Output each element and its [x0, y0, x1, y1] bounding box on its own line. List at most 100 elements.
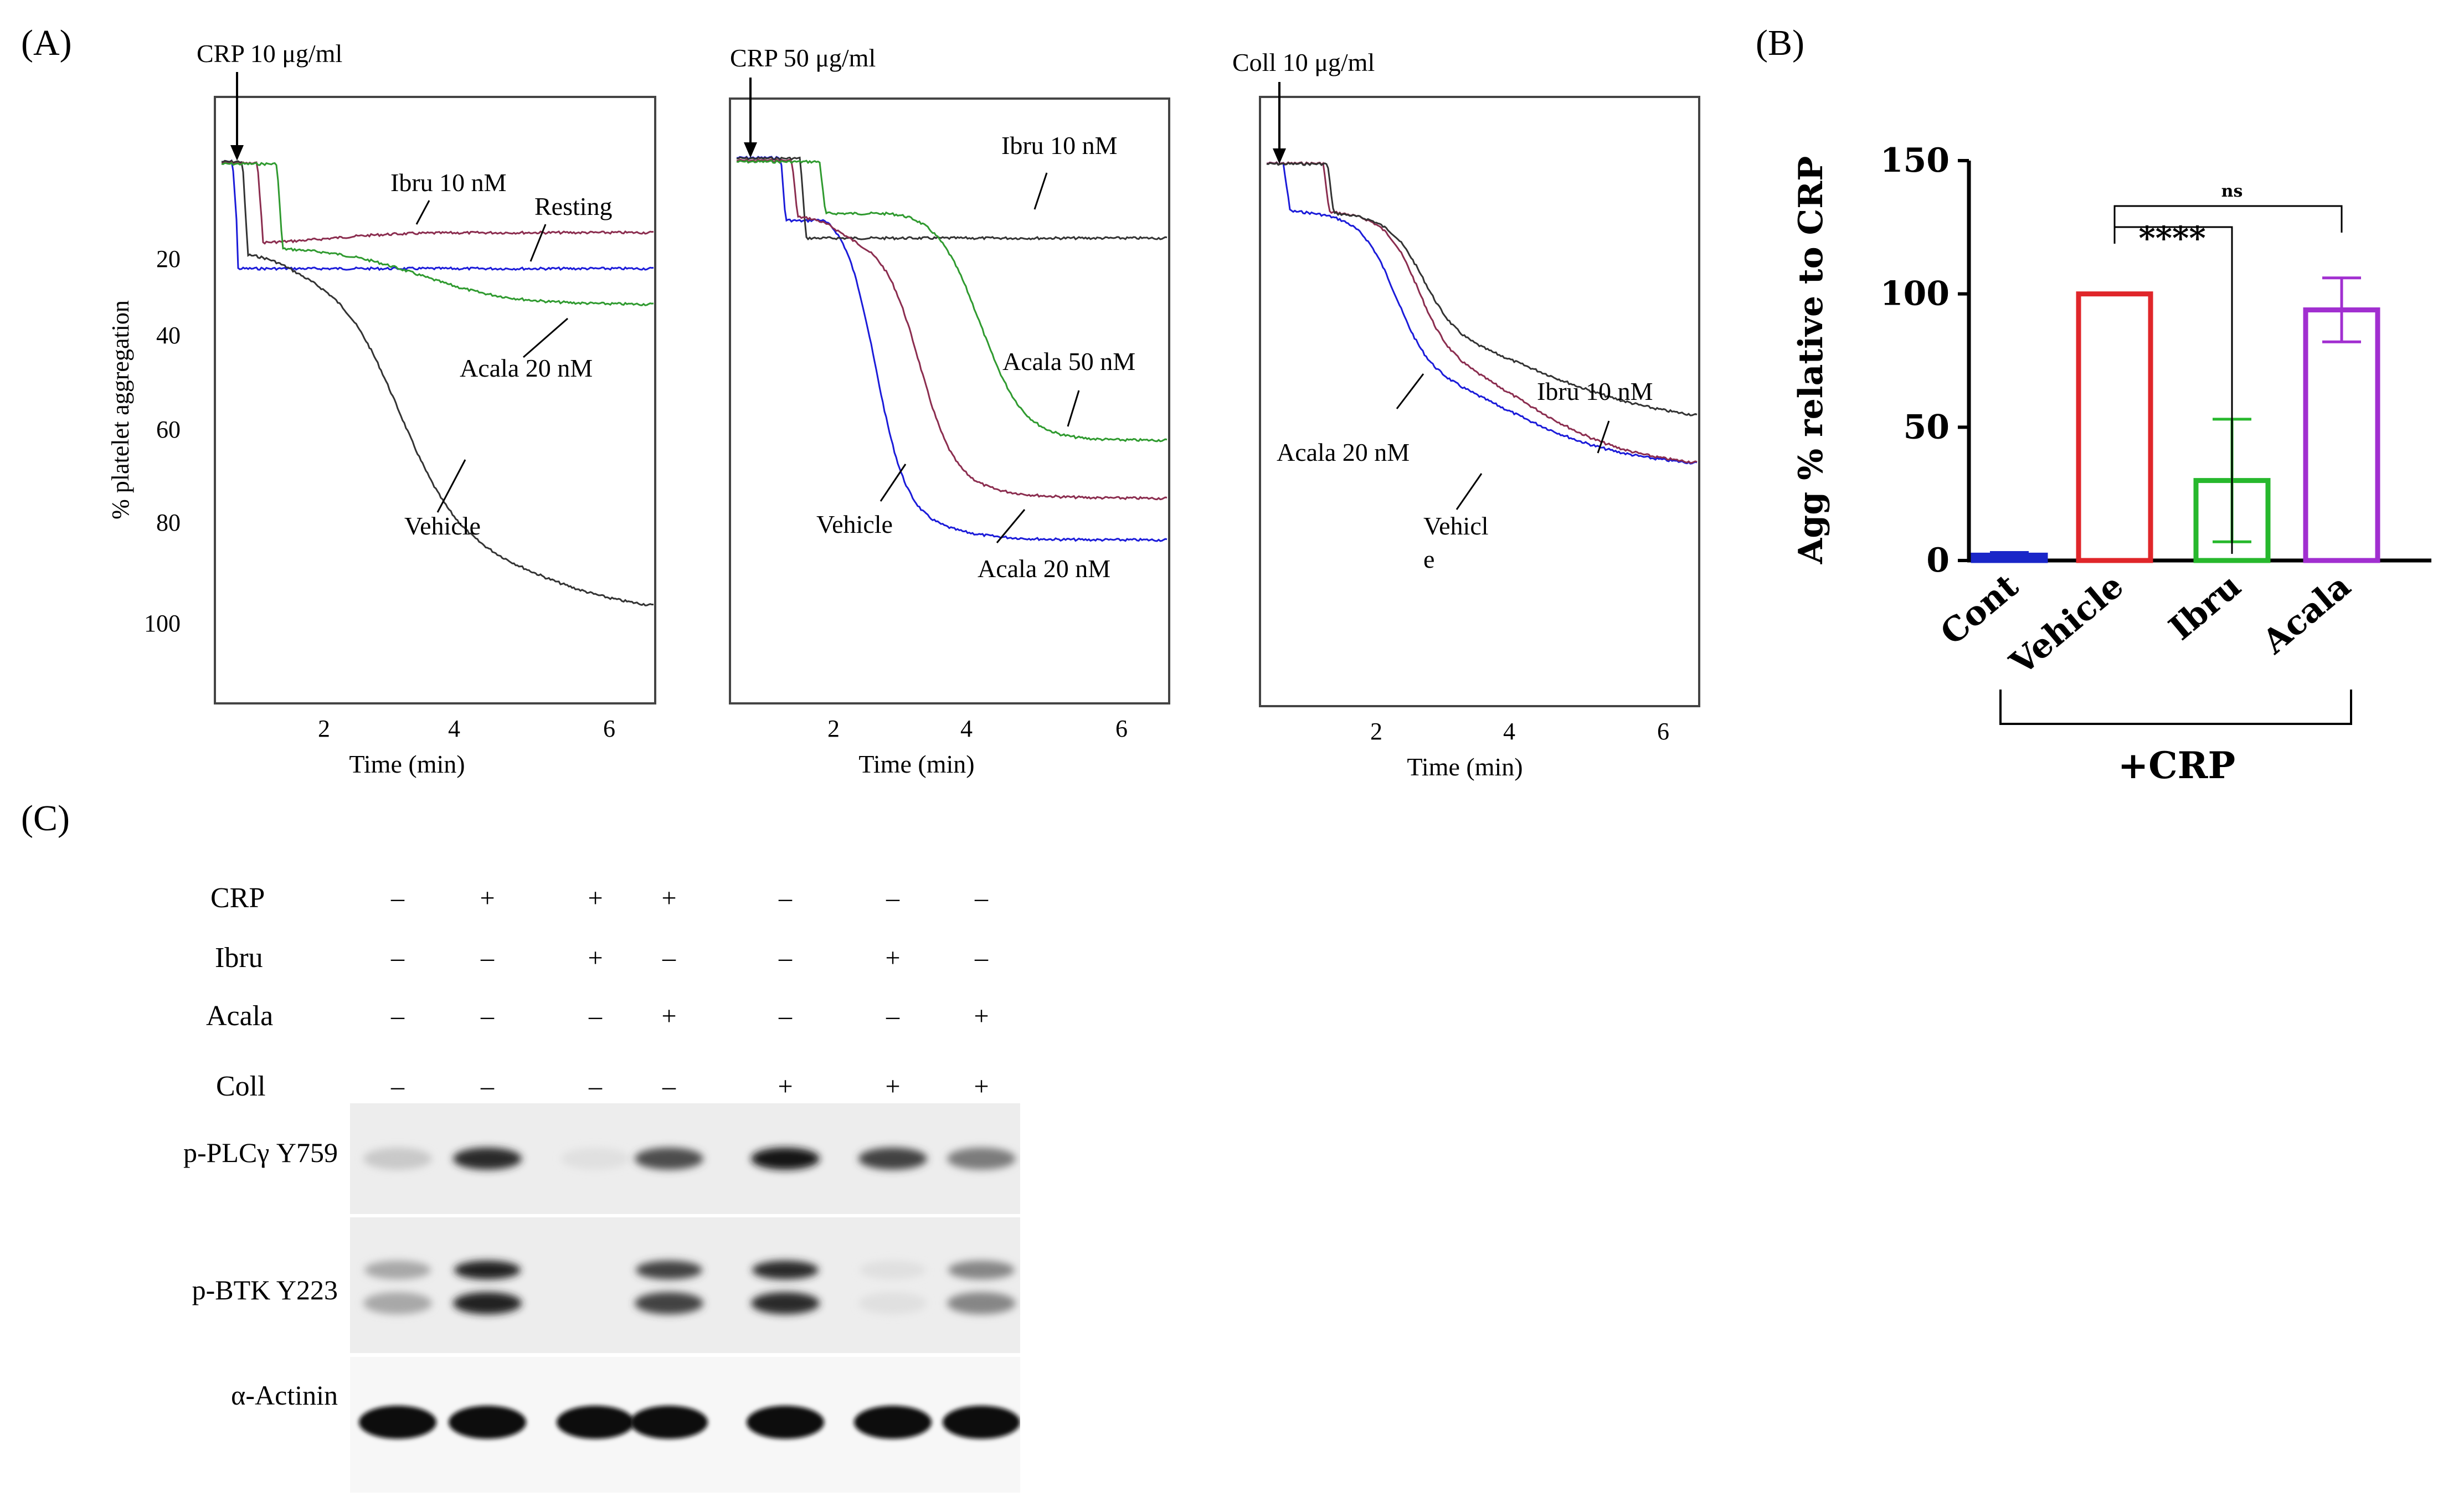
group-bracket: [1999, 690, 2352, 725]
blot-label: p-BTK Y223: [192, 1274, 338, 1305]
agonist-arrowhead: [744, 142, 757, 158]
y-axis-label: % platelet aggregation: [107, 300, 134, 520]
condition-label-ibru: Ibru: [215, 942, 263, 974]
condition-sign: –: [886, 1001, 899, 1031]
agonist-arrowhead: [230, 145, 244, 161]
agonist-label: CRP 10 μg/ml: [197, 39, 342, 68]
condition-sign: –: [391, 943, 404, 973]
condition-sign: –: [975, 883, 988, 913]
condition-sign: –: [481, 943, 494, 973]
aggregation-trace: [1266, 161, 1698, 465]
trace-chart-1: CRP 10 μg/ml 2 4 6 Time (min) Ibru 10 nM…: [197, 39, 656, 778]
condition-sign: +: [885, 1072, 901, 1101]
condition-sign: +: [661, 883, 677, 913]
x-tick-label: 6: [603, 715, 615, 742]
annotation-arrow: [996, 509, 1026, 543]
x-category-label: Acala: [2255, 567, 2358, 662]
annotation-arrow: [880, 464, 907, 502]
annotation-resting: Resting: [534, 192, 613, 220]
y-tick-label: 100: [1880, 275, 1950, 313]
condition-sign: +: [778, 1072, 793, 1101]
blot-background: [350, 1217, 1020, 1353]
blot-band: [364, 1261, 431, 1279]
aggregation-trace: [736, 160, 1168, 443]
blot-band: [751, 1148, 820, 1170]
x-tick-label: 6: [1115, 715, 1128, 742]
trace-chart-2: CRP 50 μg/ml 2 4 6 Time (min) Ibru 10 nM…: [729, 44, 1170, 778]
condition-sign: –: [975, 943, 988, 973]
condition-sign: +: [885, 943, 901, 973]
x-tick-label: 2: [1370, 718, 1382, 745]
bar-vehicle: [2076, 291, 2153, 563]
x-tick-label: 6: [1657, 718, 1669, 745]
significance-bracket-acala: [2113, 205, 2343, 235]
blot-band: [752, 1261, 819, 1279]
y-tick-labels: 20 40 60 80 100: [144, 245, 181, 637]
condition-label-crp: CRP: [210, 882, 265, 914]
condition-sign: –: [481, 1001, 494, 1031]
blot-band: [636, 1261, 702, 1279]
blot-band: [557, 1406, 634, 1439]
annotation-arrow: [529, 224, 547, 262]
blot-band: [363, 1292, 432, 1314]
annotation-arrow: [523, 317, 568, 358]
blot-band: [449, 1406, 526, 1439]
y-tick-label: 150: [1880, 141, 1950, 180]
panel-a-aggregation-traces: % platelet aggregation 20 40 60 80 100 C…: [107, 39, 1700, 781]
condition-label-acala: Acala: [206, 1000, 274, 1032]
blot-band: [747, 1406, 824, 1439]
annotation-arrow: [1597, 420, 1610, 454]
annotation-vehicle: Vehicl: [1423, 512, 1489, 540]
x-axis-label: Time (min): [858, 750, 974, 778]
blot-band: [947, 1292, 1016, 1314]
panel-label-b: (B): [1756, 23, 1804, 63]
y-tick-label: 80: [156, 509, 181, 536]
y-tick-label: 0: [1926, 541, 1950, 580]
blot-band: [751, 1292, 820, 1314]
aggregation-trace: [221, 162, 654, 306]
blot-band: [359, 1406, 436, 1439]
bar-acala: [2303, 307, 2380, 563]
condition-sign: +: [974, 1072, 989, 1101]
aggregation-trace: [221, 159, 654, 271]
aggregation-trace: [1266, 162, 1698, 416]
annotation-ibru: Ibru 10 nM: [1001, 131, 1118, 160]
blot-strip: [350, 1357, 1020, 1493]
aggregation-trace: [221, 160, 654, 606]
annotation-acala50: Acala 50 nM: [1002, 347, 1135, 376]
y-tick-label: 40: [156, 322, 181, 349]
aggregation-trace: [736, 156, 1168, 241]
blot-band: [363, 1148, 432, 1170]
condition-sign: –: [391, 883, 404, 913]
blot-strip: [350, 1103, 1020, 1214]
annotation-acala: Acala 20 nM: [460, 354, 593, 382]
y-tick-label: 50: [1904, 408, 1950, 446]
group-label: +CRP: [2118, 744, 2235, 787]
blot-band: [948, 1261, 1015, 1279]
annotation-vehicle: Vehicle: [816, 510, 893, 538]
x-category-label: Vehicle: [2003, 567, 2131, 683]
trace-chart-3: Coll 10 μg/ml 2 4 6 Time (min) Ibru 10 n…: [1232, 48, 1700, 781]
blot-band: [453, 1148, 522, 1170]
agonist-arrowhead: [1273, 148, 1286, 164]
condition-sign: –: [779, 1001, 792, 1031]
y-axis-label: Agg % relative to CRP: [1792, 156, 1830, 565]
condition-sign: +: [974, 1001, 989, 1031]
x-axis-label: Time (min): [349, 750, 465, 778]
chart-frame: [729, 97, 1170, 704]
significance-bracket-ibru: [2113, 226, 2233, 554]
x-tick-label: 4: [1503, 718, 1515, 745]
blot-strip: [350, 1217, 1020, 1353]
panel-label-c: (C): [21, 798, 70, 839]
annotation-acala20: Acala 20 nM: [978, 554, 1110, 583]
x-tick-label: 4: [448, 715, 460, 742]
blot-band: [635, 1148, 703, 1170]
condition-sign: –: [589, 1072, 602, 1101]
agonist-label: CRP 50 μg/ml: [730, 44, 876, 72]
condition-label-coll: Coll: [216, 1071, 266, 1102]
condition-sign: –: [779, 943, 792, 973]
blot-band: [858, 1148, 927, 1170]
condition-sign: –: [779, 883, 792, 913]
y-tick-label: 20: [156, 245, 181, 272]
